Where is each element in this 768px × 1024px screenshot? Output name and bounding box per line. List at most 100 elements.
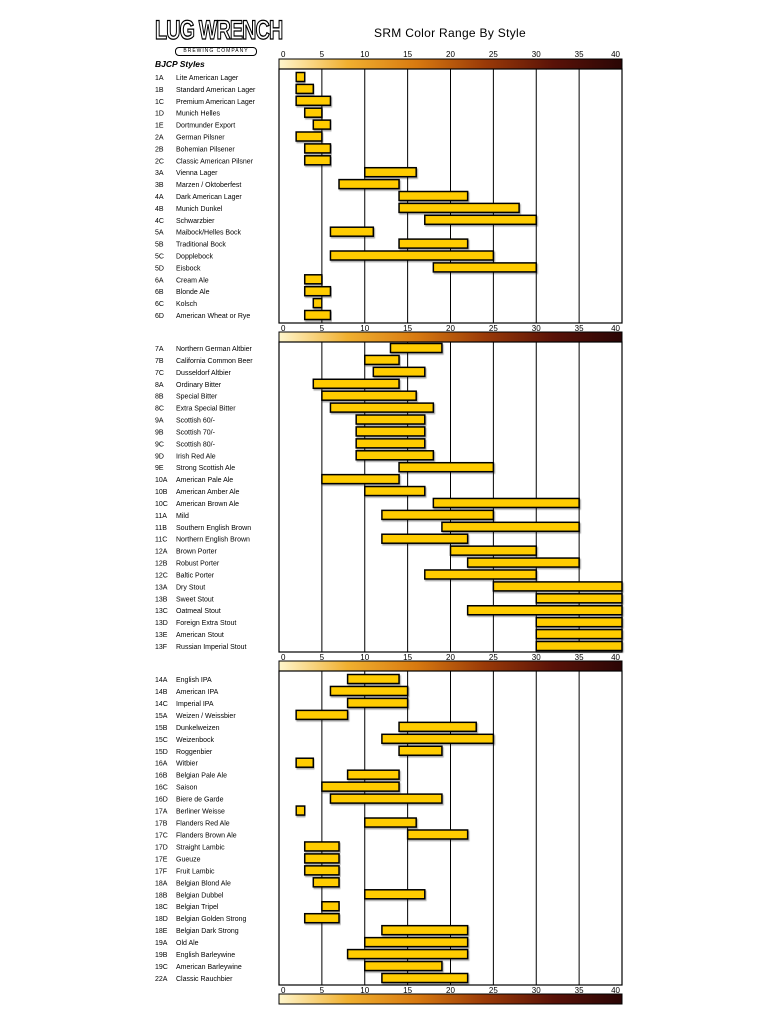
- style-code: 19A: [155, 940, 168, 947]
- style-row: 11B Southern English Brown: [155, 521, 580, 533]
- style-row: 2C Classic American Pilsner: [155, 155, 332, 166]
- srm-range-bar: [303, 309, 332, 321]
- style-row: 15D Roggenbier: [155, 745, 443, 757]
- style-name: Vienna Lager: [176, 170, 218, 177]
- style-name: Schwarzbier: [176, 218, 215, 225]
- style-code: 17C: [155, 832, 168, 839]
- style-row: 1D Munich Helles: [155, 107, 323, 118]
- panel-1: 1A Lite American Lager 1B Standard American…: [155, 68, 623, 324]
- style-name: Witbier: [176, 761, 198, 768]
- srm-range-bar: [381, 924, 469, 936]
- style-code: 11B: [155, 525, 167, 532]
- style-name: American Pale Ale: [176, 477, 233, 484]
- style-name: Scottish 70/-: [176, 429, 216, 436]
- style-name: Scottish 60/-: [176, 418, 216, 425]
- style-row: 12C Baltic Porter: [155, 569, 537, 580]
- style-row: 9D Irish Red Ale: [155, 450, 435, 461]
- srm-range-bar: [303, 853, 340, 864]
- srm-range-bar: [303, 274, 323, 285]
- style-name: Marzen / Oktoberfest: [176, 182, 241, 189]
- style-row: 13B Sweet Stout: [155, 593, 623, 604]
- srm-range-bar: [329, 226, 375, 237]
- style-name: Imperial IPA: [176, 701, 214, 708]
- srm-range-bar: [303, 841, 340, 852]
- style-code: 13D: [155, 620, 168, 627]
- srm-range-bar: [303, 155, 332, 166]
- style-name: American Wheat or Rye: [176, 313, 250, 320]
- style-name: Sweet Stout: [176, 596, 214, 603]
- style-code: 1B: [155, 87, 164, 94]
- style-code: 9B: [155, 429, 164, 436]
- srm-range-bar: [355, 450, 435, 461]
- style-name: English IPA: [176, 677, 212, 684]
- style-row: 15C Weizenbock: [155, 733, 495, 745]
- x-tick-label: 5: [320, 50, 325, 59]
- style-code: 14B: [155, 689, 168, 696]
- style-row: 9B Scottish 70/-: [155, 426, 426, 437]
- srm-range-bar: [364, 485, 426, 497]
- style-name: Gueuze: [176, 856, 201, 863]
- style-code: 17A: [155, 809, 168, 816]
- x-tick-label: 35: [575, 324, 584, 333]
- x-tick-label: 0: [281, 324, 286, 333]
- style-code: 18E: [155, 928, 168, 935]
- style-code: 5B: [155, 242, 164, 249]
- srm-range-bar: [381, 972, 469, 984]
- srm-range-bar: [406, 829, 469, 840]
- style-name: Premium American Lager: [176, 99, 256, 106]
- style-name: Belgian Tripel: [176, 904, 219, 911]
- style-name: Traditional Bock: [176, 242, 226, 249]
- style-code: 15B: [155, 725, 168, 732]
- x-tick-label: 10: [360, 324, 369, 333]
- style-row: 17E Gueuze: [155, 853, 340, 864]
- style-code: 15A: [155, 713, 168, 720]
- srm-range-bar: [449, 545, 537, 556]
- style-name: Maibock/Helles Bock: [176, 230, 241, 237]
- srm-range-bar: [303, 107, 323, 118]
- srm-range-bar: [303, 285, 332, 297]
- x-tick-label: 35: [575, 50, 584, 59]
- style-code: 7B: [155, 358, 164, 365]
- style-name: Saison: [176, 785, 198, 792]
- style-row: 19B English Barleywine: [155, 948, 469, 960]
- x-tick-label: 35: [575, 986, 584, 995]
- style-code: 16C: [155, 785, 168, 792]
- srm-range-bar: [398, 721, 477, 733]
- x-tick-label: 5: [320, 324, 325, 333]
- style-code: 4B: [155, 206, 164, 213]
- style-name: Dopplebock: [176, 254, 213, 261]
- srm-range-bar: [535, 616, 623, 628]
- style-code: 14A: [155, 677, 168, 684]
- style-code: 8A: [155, 382, 164, 389]
- style-row: 4A Dark American Lager: [155, 190, 469, 202]
- style-code: 3B: [155, 182, 164, 189]
- style-row: 16B Belgian Pale Ale: [155, 769, 400, 780]
- srm-range-bar: [312, 877, 340, 888]
- x-tick-label: 25: [489, 986, 498, 995]
- style-row: 6A Cream Ale: [155, 274, 323, 285]
- style-row: 15A Weizen / Weissbier: [155, 709, 349, 721]
- style-row: 9A Scottish 60/-: [155, 414, 426, 425]
- style-name: Kolsch: [176, 301, 197, 308]
- srm-range-bar: [346, 697, 409, 709]
- style-name: Southern English Brown: [176, 525, 251, 532]
- style-code: 17B: [155, 821, 168, 828]
- srm-range-bar: [466, 557, 580, 568]
- style-row: 6C Kolsch: [155, 297, 323, 309]
- style-row: 13C Oatmeal Stout: [155, 604, 623, 616]
- srm-range-bar: [329, 250, 495, 261]
- style-name: Mild: [176, 513, 189, 520]
- style-name: Scottish 80/-: [176, 441, 216, 448]
- srm-color-gradient: [278, 993, 623, 1005]
- x-tick-label: 30: [532, 986, 541, 995]
- logo-wordmark: LUG WRENCH: [155, 15, 284, 46]
- style-name: Fruit Lambic: [176, 868, 215, 875]
- style-name: Belgian Dubbel: [176, 892, 224, 899]
- style-code: 4A: [155, 194, 164, 201]
- srm-range-bar: [295, 83, 315, 95]
- style-name: American Amber Ale: [176, 489, 240, 496]
- x-tick-label: 35: [575, 653, 584, 662]
- style-row: 9E Strong Scottish Ale: [155, 461, 495, 473]
- x-tick-label: 10: [360, 50, 369, 59]
- style-row: 18C Belgian Tripel: [155, 900, 340, 912]
